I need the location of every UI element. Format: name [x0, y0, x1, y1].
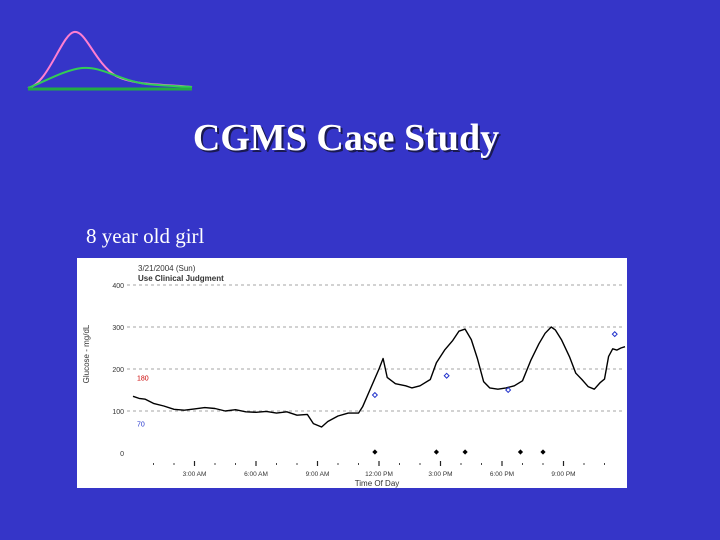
event-marker: [462, 449, 468, 455]
chart-note: Use Clinical Judgment: [138, 274, 224, 283]
slide-title: CGMS Case Study: [192, 117, 500, 159]
meter-reading-point: [611, 331, 618, 338]
event-marker: [433, 449, 439, 455]
x-axis-label: Time Of Day: [355, 479, 400, 488]
y-tick-label-0: 0: [120, 451, 124, 458]
x-tick-label: 9:00 AM: [306, 471, 330, 478]
glucose-curve-icon: [26, 26, 194, 92]
glucose-chart: 3/21/2004 (Sun) Use Clinical Judgment Gl…: [77, 258, 627, 488]
event-marker: [517, 449, 524, 455]
x-tick-label: 6:00 AM: [244, 471, 268, 478]
event-marker: [372, 449, 378, 455]
threshold-label-70: 70: [137, 422, 145, 429]
y-tick-label-300: 300: [112, 325, 124, 332]
y-axis-label: Glucose - mg/dL: [82, 324, 91, 383]
x-tick-label: 9:00 PM: [551, 471, 575, 478]
x-tick-label: 3:00 PM: [428, 471, 452, 478]
meter-reading-point: [371, 391, 379, 399]
y-tick-label-400: 400: [112, 283, 124, 290]
glucose-series-line: [132, 326, 626, 428]
slide-subtitle: 8 year old girl: [86, 224, 205, 248]
event-marker: [540, 449, 546, 455]
meter-reading-point: [505, 386, 512, 394]
x-tick-label: 3:00 AM: [183, 471, 207, 478]
threshold-label-180: 180: [137, 375, 149, 382]
y-tick-label-100: 100: [112, 409, 124, 416]
y-tick-label-200: 200: [112, 367, 124, 374]
x-tick-label: 12:00 PM: [365, 471, 393, 478]
x-tick-label: 6:00 PM: [490, 471, 514, 478]
chart-date-label: 3/21/2004 (Sun): [138, 264, 196, 273]
meter-reading-point: [443, 372, 450, 379]
